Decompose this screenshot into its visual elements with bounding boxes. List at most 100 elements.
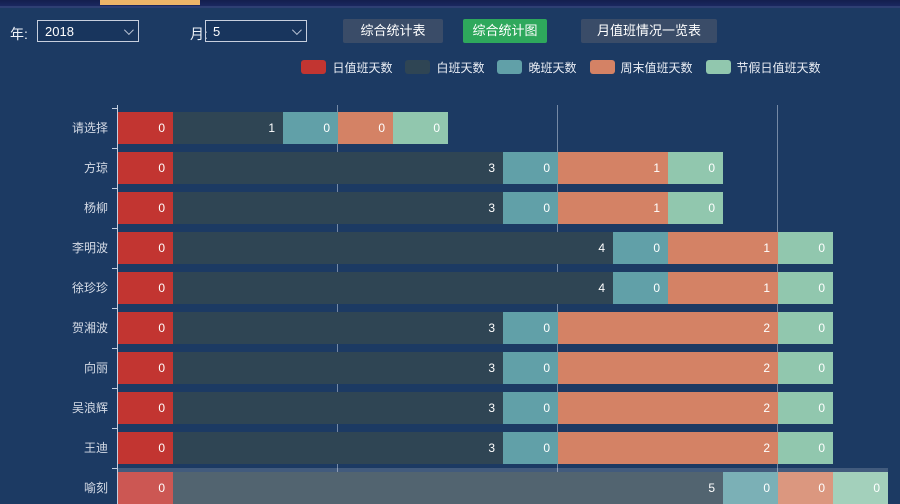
bar-segment[interactable]: 1: [668, 272, 778, 304]
stacked-bar-row[interactable]: 0 3 0 2 0: [118, 392, 833, 424]
category-label[interactable]: 王迪: [83, 441, 108, 455]
bar-segment[interactable]: 0: [118, 392, 173, 424]
legend-item[interactable]: 日值班天数: [301, 59, 392, 76]
category-label[interactable]: 请选择: [71, 121, 108, 135]
window-top-strip: [0, 0, 900, 8]
bar-value-label: 3: [488, 201, 495, 215]
bar-segment[interactable]: 0: [613, 272, 668, 304]
category-label[interactable]: 向丽: [83, 361, 108, 375]
bar-segment[interactable]: 2: [558, 392, 778, 424]
bar-segment[interactable]: 0: [118, 272, 173, 304]
bar-segment[interactable]: 0: [833, 472, 888, 504]
bar-segment[interactable]: 0: [778, 312, 833, 344]
bar-segment[interactable]: 2: [558, 312, 778, 344]
legend-item[interactable]: 节假日值班天数: [705, 59, 821, 76]
stacked-bar-row[interactable]: 0 4 0 1 0: [118, 272, 833, 304]
bar-segment[interactable]: 0: [393, 112, 448, 144]
bar-segment[interactable]: 0: [118, 352, 173, 384]
category-label[interactable]: 贺湘波: [71, 321, 108, 335]
y-axis-tick: [112, 468, 117, 469]
bar-segment[interactable]: 1: [558, 152, 668, 184]
y-axis-tick: [112, 228, 117, 229]
bar-segment[interactable]: 0: [503, 312, 558, 344]
stacked-bar-row[interactable]: 0 3 0 2 0: [118, 312, 833, 344]
bar-segment[interactable]: 0: [778, 432, 833, 464]
bar-segment[interactable]: 0: [118, 112, 173, 144]
x-gridline: [337, 105, 338, 504]
browser-tab-indicator[interactable]: [100, 0, 200, 5]
stats-table-button[interactable]: 综合统计表: [343, 19, 443, 43]
legend-item[interactable]: 晚班天数: [497, 59, 577, 76]
year-select[interactable]: 2018: [37, 20, 139, 42]
category-label[interactable]: 李明波: [71, 241, 108, 255]
bar-value-label: 2: [763, 321, 770, 335]
bar-segment[interactable]: 5: [173, 472, 723, 504]
y-axis-tick: [112, 268, 117, 269]
month-value: 5: [213, 23, 221, 39]
bar-segment[interactable]: 0: [778, 392, 833, 424]
legend-swatch: [705, 60, 731, 74]
bar-segment[interactable]: 3: [173, 192, 503, 224]
y-axis-tick: [112, 108, 117, 109]
bar-segment[interactable]: 0: [503, 352, 558, 384]
bar-segment[interactable]: 3: [173, 432, 503, 464]
bar-segment[interactable]: 3: [173, 352, 503, 384]
category-label[interactable]: 杨柳: [83, 201, 108, 215]
bar-segment[interactable]: 1: [173, 112, 283, 144]
bar-value-label: 0: [653, 281, 660, 295]
bar-segment[interactable]: 0: [668, 152, 723, 184]
bar-segment[interactable]: 3: [173, 312, 503, 344]
bar-segment[interactable]: 0: [503, 432, 558, 464]
bar-segment[interactable]: 0: [778, 272, 833, 304]
category-label[interactable]: 喻刻: [83, 481, 108, 495]
legend-item[interactable]: 周末值班天数: [589, 59, 693, 76]
bar-segment[interactable]: 0: [118, 312, 173, 344]
bar-segment[interactable]: 0: [503, 152, 558, 184]
stacked-bar-row[interactable]: 0 3 0 1 0: [118, 152, 723, 184]
stacked-bar-row[interactable]: 0 4 0 1 0: [118, 232, 833, 264]
stacked-bar-row[interactable]: 0 5 0 0 0: [118, 472, 888, 504]
stats-chart-button[interactable]: 综合统计图: [463, 19, 547, 43]
bar-segment[interactable]: 2: [558, 352, 778, 384]
stacked-bar-row[interactable]: 0 1 0 0 0: [118, 112, 448, 144]
bar-segment[interactable]: 0: [118, 232, 173, 264]
bar-segment[interactable]: 3: [173, 392, 503, 424]
bar-segment[interactable]: 0: [283, 112, 338, 144]
bar-value-label: 0: [818, 401, 825, 415]
bar-value-label: 1: [763, 281, 770, 295]
monthly-duty-list-button[interactable]: 月值班情况一览表: [581, 19, 717, 43]
bar-segment[interactable]: 0: [503, 392, 558, 424]
category-label[interactable]: 徐珍珍: [71, 281, 108, 295]
bar-segment[interactable]: 0: [778, 352, 833, 384]
bar-segment[interactable]: 0: [778, 232, 833, 264]
bar-segment[interactable]: 0: [118, 192, 173, 224]
bar-segment[interactable]: 0: [118, 152, 173, 184]
bar-segment[interactable]: 3: [173, 152, 503, 184]
bar-segment[interactable]: 0: [118, 432, 173, 464]
bar-segment[interactable]: 0: [118, 472, 173, 504]
bar-value-label: 0: [543, 441, 550, 455]
legend-item[interactable]: 白班天数: [405, 59, 484, 76]
bar-segment[interactable]: 4: [173, 272, 613, 304]
stacked-bar-row[interactable]: 0 3 0 1 0: [118, 192, 723, 224]
bar-value-label: 0: [158, 201, 165, 215]
year-label: 年:: [10, 26, 28, 42]
bar-segment[interactable]: 0: [613, 232, 668, 264]
bar-value-label: 0: [708, 161, 715, 175]
bar-segment[interactable]: 0: [503, 192, 558, 224]
month-select[interactable]: 5: [205, 20, 307, 42]
bar-segment[interactable]: 0: [338, 112, 393, 144]
bar-segment[interactable]: 1: [558, 192, 668, 224]
bar-segment[interactable]: 4: [173, 232, 613, 264]
stacked-bar-row[interactable]: 0 3 0 2 0: [118, 352, 833, 384]
category-label[interactable]: 方琼: [83, 161, 108, 175]
bar-segment[interactable]: 0: [723, 472, 778, 504]
bar-segment[interactable]: 2: [558, 432, 778, 464]
category-label[interactable]: 吴浪辉: [71, 401, 108, 415]
bar-segment[interactable]: 0: [778, 472, 833, 504]
bar-value-label: 1: [653, 161, 660, 175]
stacked-bar-row[interactable]: 0 3 0 2 0: [118, 432, 833, 464]
bar-segment[interactable]: 0: [668, 192, 723, 224]
bar-segment[interactable]: 1: [668, 232, 778, 264]
x-gridline: [557, 105, 558, 504]
